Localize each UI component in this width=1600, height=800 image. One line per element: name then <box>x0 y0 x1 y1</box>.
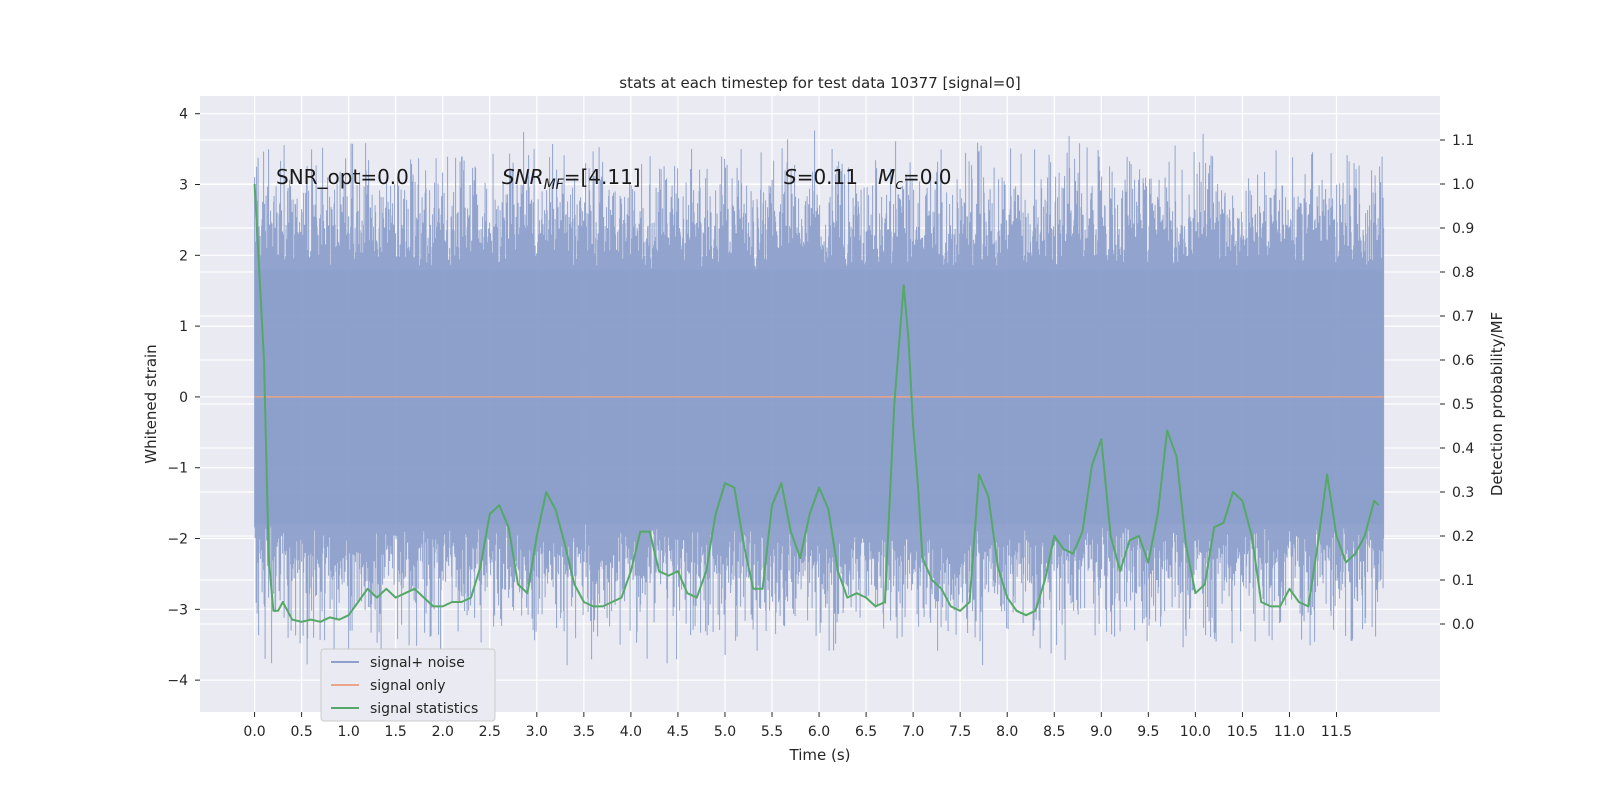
y-ticks-left: 4 3 2 1 0 −1 −2 −3 −4 <box>167 107 200 689</box>
x-tick-label: 4.5 <box>667 724 689 740</box>
annotation-mc-sub: c <box>895 177 903 193</box>
x-tick-label: 10.5 <box>1227 724 1258 740</box>
annotation-s-main: S <box>784 165 797 189</box>
y-ticks-right: 1.1 1.0 0.9 0.8 0.7 0.6 0.5 0.4 0.3 0.2 0.1 0.0 <box>1440 133 1474 633</box>
y-tick-label-right: 1.1 <box>1452 133 1474 149</box>
x-tick-label: 5.0 <box>714 724 736 740</box>
y-tick-label-right: 0.9 <box>1452 221 1474 237</box>
x-axis-label: Time (s) <box>789 746 851 764</box>
annotation-mc: Mc=0.0 <box>878 165 952 193</box>
x-tick-label: 11.5 <box>1321 724 1352 740</box>
y-tick-label-right: 0.4 <box>1452 441 1474 457</box>
y-tick-label-left: 2 <box>179 248 188 264</box>
annotation-s-value: =0.11 <box>797 165 858 189</box>
legend-box <box>320 648 496 722</box>
annotation-snr-mf-value: =[4.11] <box>564 165 641 189</box>
x-tick-label: 9.0 <box>1090 724 1112 740</box>
x-tick-label: 10.0 <box>1180 724 1211 740</box>
annotation-snr-mf: SNRMF=[4.11] <box>502 165 641 193</box>
x-ticks: 0.0 0.5 1.0 1.5 2.0 2.5 3.0 3.5 4.0 4.5 5.0 5.5 6.0 6… <box>243 712 1352 740</box>
y-tick-label-right: 0.5 <box>1452 397 1474 413</box>
legend-label-signal-statistics: signal statistics <box>370 701 478 717</box>
x-tick-label: 2.5 <box>479 724 501 740</box>
legend: signal+ noise signal only signal statist… <box>320 648 496 722</box>
y-tick-label-left: −4 <box>167 673 188 689</box>
annotation-snr-opt: SNR_opt=0.0 <box>276 165 409 189</box>
x-tick-label: 0.5 <box>290 724 312 740</box>
y-tick-label-left: −2 <box>167 532 188 548</box>
x-tick-label: 3.5 <box>573 724 595 740</box>
x-tick-label: 4.0 <box>620 724 642 740</box>
annotation-mc-main: M <box>878 165 895 189</box>
y-tick-label-right: 0.0 <box>1452 617 1474 633</box>
x-tick-label: 6.5 <box>855 724 877 740</box>
y-tick-label-left: 0 <box>179 390 188 406</box>
y-tick-label-left: −3 <box>167 602 188 618</box>
y-tick-label-right: 0.3 <box>1452 485 1474 501</box>
x-tick-label: 6.0 <box>808 724 830 740</box>
x-tick-label: 2.0 <box>432 724 454 740</box>
y-axis-label-right: Detection probability/MF <box>1488 312 1506 496</box>
noise-spikes <box>254 130 1385 666</box>
annotation-snr-mf-sub: MF <box>544 177 565 193</box>
y-tick-label-right: 0.2 <box>1452 529 1474 545</box>
y-tick-label-right: 0.7 <box>1452 309 1474 325</box>
y-tick-label-left: 3 <box>179 178 188 194</box>
legend-label-signal-noise: signal+ noise <box>370 655 465 671</box>
annotation-mc-value: =0.0 <box>903 165 952 189</box>
x-tick-label: 7.0 <box>902 724 924 740</box>
y-tick-label-right: 0.8 <box>1452 265 1474 281</box>
y-tick-label-right: 0.1 <box>1452 573 1474 589</box>
y-axis-label-left: Whitened strain <box>142 344 160 463</box>
signal-statistics-line <box>253 183 1380 623</box>
x-tick-label: 1.5 <box>385 724 407 740</box>
x-tick-label: 11.0 <box>1274 724 1305 740</box>
annotation-snr-mf-main: SNR <box>502 165 544 189</box>
x-tick-label: 7.5 <box>949 724 971 740</box>
y-tick-label-left: −1 <box>167 461 188 477</box>
y-tick-label-right: 0.6 <box>1452 353 1474 369</box>
x-tick-label: 3.0 <box>526 724 548 740</box>
y-tick-label-left: 4 <box>179 107 188 123</box>
x-tick-label: 9.5 <box>1137 724 1159 740</box>
y-tick-label-right: 1.0 <box>1452 177 1474 193</box>
legend-label-signal-only: signal only <box>370 678 445 694</box>
x-tick-label: 8.0 <box>996 724 1018 740</box>
x-tick-label: 5.5 <box>761 724 783 740</box>
x-tick-label: 0.0 <box>243 724 265 740</box>
y-tick-label-left: 1 <box>179 319 188 335</box>
x-tick-label: 8.5 <box>1043 724 1065 740</box>
x-tick-label: 1.0 <box>338 724 360 740</box>
chart-title: stats at each timestep for test data 103… <box>619 74 1020 92</box>
series-signal-statistics <box>253 183 1380 623</box>
annotation-s: S=0.11 <box>784 165 858 189</box>
